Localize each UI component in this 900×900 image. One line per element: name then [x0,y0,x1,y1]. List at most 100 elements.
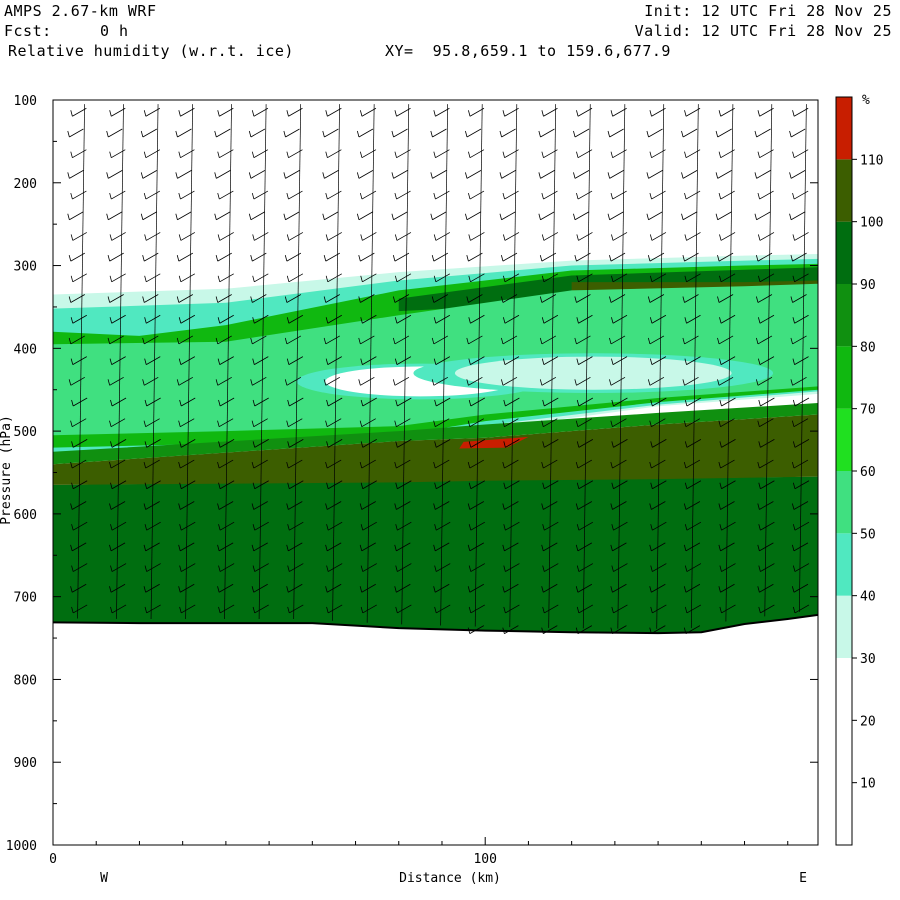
wind-barb-feather [792,275,795,282]
colorbar-unit: % [862,93,870,108]
wind-barb [254,397,269,407]
wind-barb [612,418,627,428]
wind-barb [505,521,520,531]
wind-barb-feather [325,151,328,158]
wind-barb [504,314,520,324]
wind-barb [613,480,628,490]
wind-barb [177,128,192,138]
wind-barb-feather [218,565,221,572]
wind-barb-feather [217,544,220,551]
wind-barb-feather [684,151,687,158]
wind-barb-feather [541,503,544,510]
wind-barb [72,521,88,531]
wind-barb [470,314,485,324]
wind-barb-feather [284,379,288,386]
wind-barb-feather [217,586,220,593]
wind-barb-feather [325,192,328,200]
wind-barb [468,376,483,386]
wind-barb [609,128,624,138]
wind-barb-feather [541,627,544,634]
wind-barb [469,418,485,428]
wind-barb [219,604,235,614]
wind-barb-feather [541,110,544,117]
wind-barb-feather [286,110,289,117]
wind-barb-feather [468,317,471,324]
wind-barb-feather [176,337,180,345]
wind-barb [326,418,342,428]
wind-barb-feather [215,379,219,386]
wind-barb-feather [325,358,329,365]
wind-barb-feather [217,420,220,427]
wind-barb-feather [394,317,398,324]
wind-barb-feather [576,358,579,365]
wind-barb [760,604,775,614]
wind-barb-feather [252,441,256,448]
wind-barb [289,480,304,490]
wind-barb [289,521,304,531]
wind-barb [285,128,300,138]
wind-barb [111,273,126,283]
wind-barb-feather [503,399,506,407]
wind-barb-feather [325,503,328,510]
wind-barb-feather [682,379,685,386]
wind-barb-feather [144,441,148,448]
wind-barb-feather [143,461,147,469]
wind-barb-feather [502,317,506,324]
wind-barb [360,335,375,345]
colorbar-swatch [836,533,852,596]
wind-barb [576,335,591,345]
wind-barb-feather [684,399,688,407]
cross-section-coords: XY= 95.8,659.1 to 159.6,677.9 [385,42,671,60]
wind-barb-feather [431,296,435,303]
wind-barb [793,459,809,469]
wind-barb [652,604,667,614]
wind-barb [470,232,485,241]
wind-barb-feather [792,399,796,407]
wind-barb [362,397,377,407]
wind-barb [466,128,482,138]
wind-barb [145,190,161,200]
wind-barb-feather [433,275,437,282]
wind-barb-feather [251,503,255,510]
wind-barb [432,170,447,179]
wind-barb [396,583,411,593]
wind-barb-feather [286,151,289,158]
valid-time: Valid: 12 UTC Fri 28 Nov 25 [634,22,892,40]
wind-barb [72,273,87,283]
wind-barb [792,376,807,386]
wind-barb-feather [500,337,504,345]
wind-barb [327,190,342,200]
wind-barb [543,232,559,241]
wind-barb-feather [394,151,397,158]
wind-barb [469,107,485,117]
wind-barb [250,211,266,221]
wind-barb-feather [646,172,649,179]
wind-barb [794,563,810,572]
colorbar-swatch [836,221,852,284]
wind-barb-feather [175,213,178,220]
wind-barb-feather [468,399,472,407]
wind-barb [72,107,87,117]
wind-barb-feather [391,213,394,220]
wind-barb-feather [541,317,545,324]
wind-barb-feather [576,441,580,448]
wind-barb-feather [434,524,437,531]
wind-barb-feather [541,192,544,200]
wind-barb [684,335,699,345]
wind-barb [218,583,234,593]
wind-barb-feather [573,172,576,179]
colorbar-label: 70 [860,403,876,418]
wind-barb-feather [106,130,109,138]
wind-barb [254,273,269,283]
wind-barb-feather [286,358,290,365]
wind-barb-feather [758,524,761,531]
wind-barb-feather [684,317,687,324]
wind-barb [652,563,667,572]
wind-barb [219,232,234,241]
wind-barb-feather [107,255,111,262]
wind-barb-staff [366,104,375,623]
wind-barb-feather [70,586,73,593]
wind-barb-feather [360,275,363,282]
wind-barb-feather [67,172,70,179]
wind-barb [393,211,408,221]
